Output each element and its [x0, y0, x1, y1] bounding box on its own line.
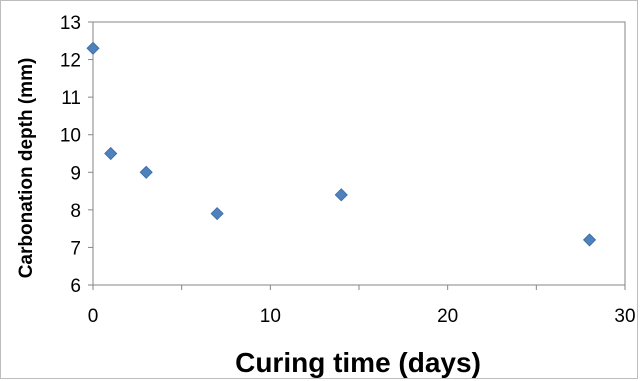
data-point	[334, 188, 348, 202]
y-tick-label: 7	[70, 238, 81, 259]
x-tick-label: 30	[614, 306, 635, 327]
y-tick-label: 8	[70, 201, 81, 222]
plot-area	[92, 21, 626, 286]
axes: 6 7 8 9 10 11 12 13 0 10 20 30	[60, 13, 636, 327]
data-point	[104, 146, 118, 161]
plot-border	[92, 21, 626, 286]
y-tick-label: 12	[60, 51, 81, 72]
y-tick-label: 11	[61, 88, 81, 109]
y-axis-title: Carbonation depth (mm)	[16, 58, 37, 279]
y-tick-label: 13	[60, 13, 81, 34]
data-point	[139, 165, 153, 179]
y-tick-label: 6	[70, 276, 81, 297]
x-tick-label: 0	[88, 306, 99, 327]
y-tick-label: 9	[70, 163, 81, 184]
data-point	[210, 207, 224, 221]
data-point	[582, 233, 597, 247]
y-tick-label: 10	[60, 126, 81, 147]
x-tick-label: 10	[260, 306, 281, 327]
x-axis-title: Curing time (days)	[235, 347, 481, 378]
x-tick-label: 20	[437, 306, 458, 327]
data-point	[86, 41, 100, 55]
data-points	[86, 41, 597, 247]
